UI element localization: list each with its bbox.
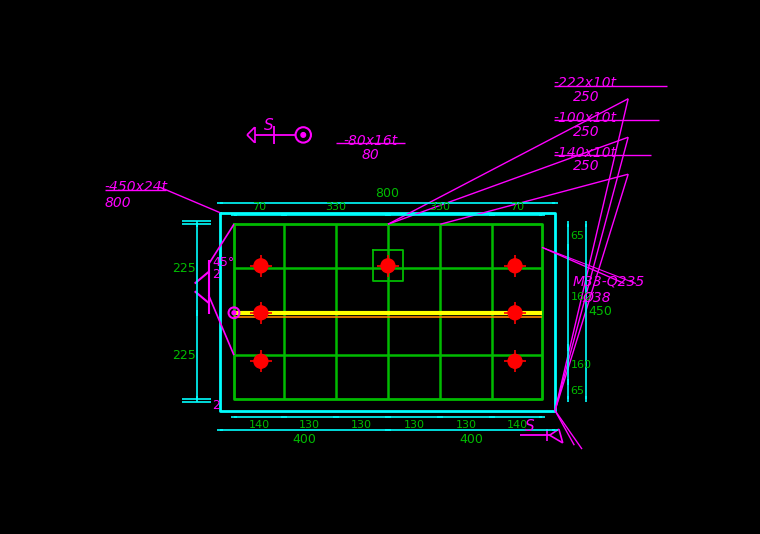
Text: 330: 330: [325, 202, 347, 212]
Text: -450x24t: -450x24t: [105, 180, 168, 194]
Circle shape: [508, 259, 522, 273]
Text: 2: 2: [212, 399, 220, 412]
Text: 225: 225: [172, 262, 195, 275]
Text: 140: 140: [249, 420, 270, 430]
Text: 65: 65: [571, 231, 584, 241]
Circle shape: [301, 132, 306, 137]
Text: 130: 130: [455, 420, 477, 430]
Text: 140: 140: [506, 420, 527, 430]
Text: -140x10t: -140x10t: [553, 146, 616, 160]
Circle shape: [508, 355, 522, 368]
Text: 70: 70: [252, 202, 266, 212]
Text: 450: 450: [588, 305, 612, 318]
Text: -80x16t: -80x16t: [343, 134, 397, 148]
Text: 800: 800: [375, 186, 400, 200]
Text: 130: 130: [299, 420, 320, 430]
Circle shape: [381, 259, 395, 273]
Text: 80: 80: [361, 148, 379, 162]
Circle shape: [508, 306, 522, 320]
Text: 160: 160: [571, 293, 591, 302]
Text: 250: 250: [573, 160, 600, 174]
Text: 45°: 45°: [212, 256, 235, 269]
Text: M33-Q235: M33-Q235: [573, 275, 645, 289]
Text: -100x10t: -100x10t: [553, 111, 616, 125]
Text: 330: 330: [429, 202, 451, 212]
Text: 400: 400: [292, 433, 316, 446]
Text: Ø38: Ø38: [582, 290, 610, 304]
Text: 250: 250: [573, 90, 600, 104]
Text: -222x10t: -222x10t: [553, 76, 616, 90]
Text: 400: 400: [460, 433, 483, 446]
Circle shape: [254, 259, 268, 273]
Text: 250: 250: [573, 125, 600, 139]
Text: 160: 160: [571, 360, 591, 370]
Text: 225: 225: [172, 349, 195, 363]
Text: 130: 130: [404, 420, 425, 430]
Text: 800: 800: [105, 195, 131, 210]
Text: 65: 65: [571, 386, 584, 396]
Circle shape: [232, 311, 236, 315]
Circle shape: [254, 355, 268, 368]
Text: S: S: [264, 119, 274, 134]
Text: 2: 2: [212, 268, 220, 281]
Text: 130: 130: [351, 420, 372, 430]
Circle shape: [254, 306, 268, 320]
Text: S: S: [525, 419, 534, 434]
Text: 70: 70: [510, 202, 524, 212]
